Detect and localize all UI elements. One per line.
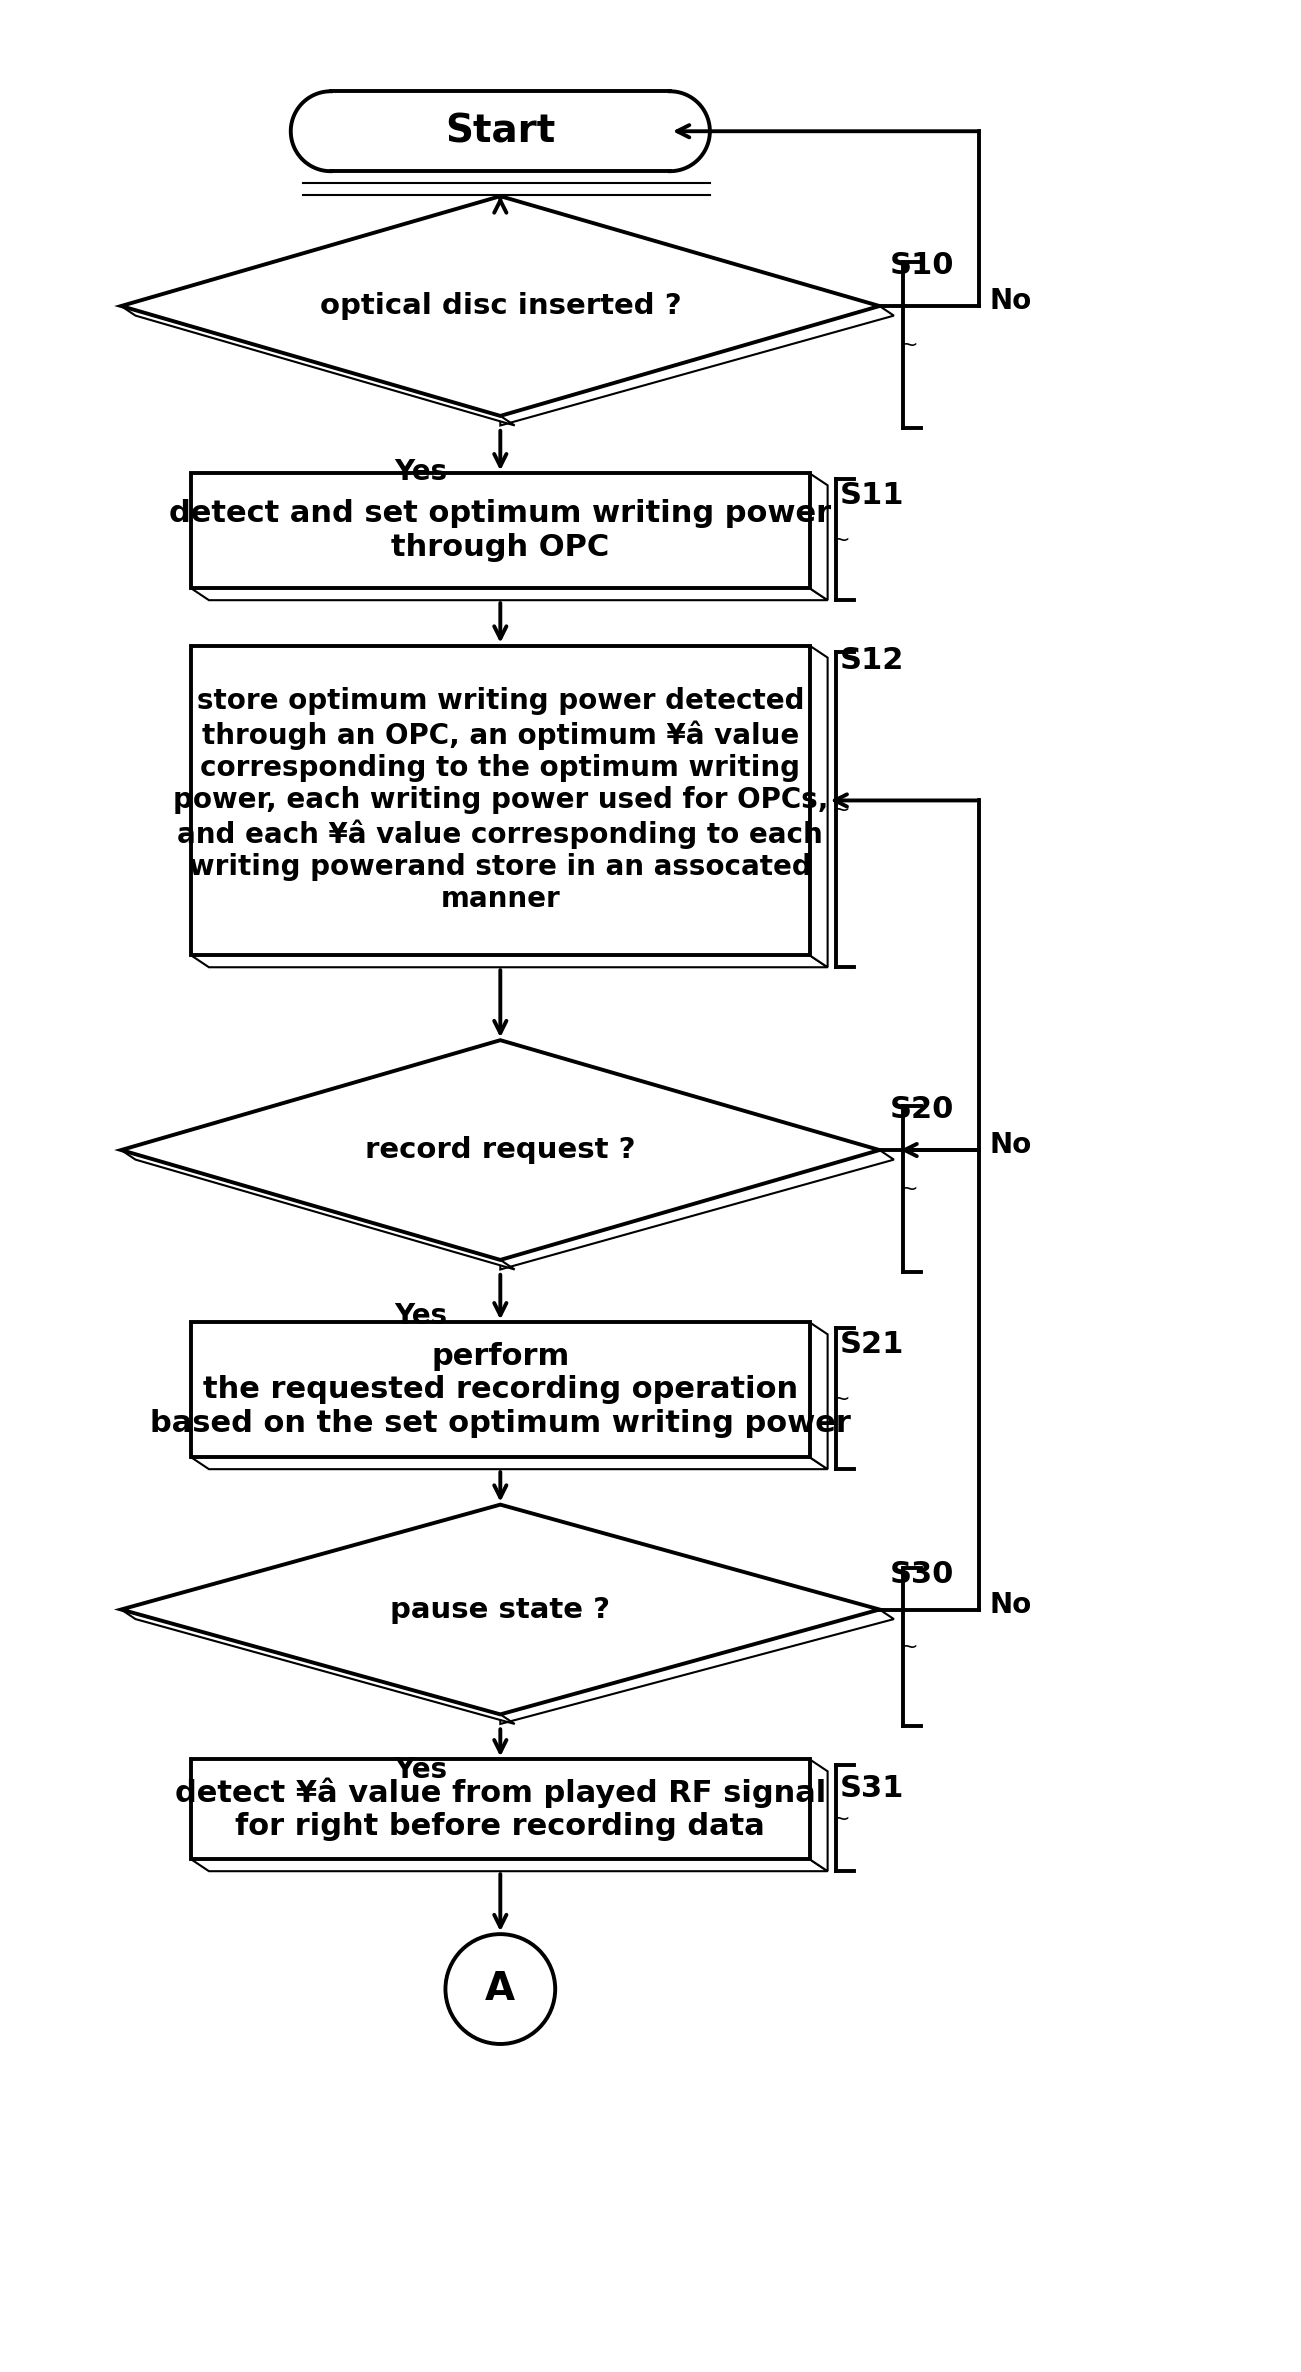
Text: S12: S12 <box>839 645 904 674</box>
Polygon shape <box>191 1321 809 1456</box>
Polygon shape <box>501 306 894 425</box>
Circle shape <box>445 1933 556 2045</box>
Polygon shape <box>809 1760 827 1872</box>
Text: ~: ~ <box>899 1179 917 1198</box>
Text: S31: S31 <box>839 1774 904 1803</box>
Text: ~: ~ <box>899 334 917 356</box>
Text: ~: ~ <box>831 1807 850 1829</box>
Text: Yes: Yes <box>394 1755 448 1784</box>
Polygon shape <box>121 1504 879 1715</box>
Text: ~: ~ <box>831 799 850 818</box>
Text: record request ?: record request ? <box>366 1136 636 1165</box>
Polygon shape <box>121 1150 515 1269</box>
Polygon shape <box>191 1860 827 1872</box>
Text: S30: S30 <box>890 1558 954 1589</box>
Polygon shape <box>191 1456 827 1468</box>
Polygon shape <box>670 90 710 171</box>
Text: ~: ~ <box>831 529 850 550</box>
Polygon shape <box>191 474 809 588</box>
Polygon shape <box>809 1321 827 1468</box>
Text: detect and set optimum writing power
through OPC: detect and set optimum writing power thr… <box>169 500 831 562</box>
Text: A: A <box>485 1971 515 2009</box>
Text: detect ¥â value from played RF signal
for right before recording data: detect ¥â value from played RF signal fo… <box>174 1777 826 1841</box>
Text: ~: ~ <box>831 1388 850 1409</box>
Polygon shape <box>191 956 827 968</box>
Text: Start: Start <box>445 111 556 149</box>
Polygon shape <box>330 90 670 171</box>
Text: S21: S21 <box>839 1331 904 1359</box>
Text: ~: ~ <box>899 1637 917 1658</box>
Polygon shape <box>191 645 809 956</box>
Text: perform
the requested recording operation
based on the set optimum writing power: perform the requested recording operatio… <box>150 1343 851 1437</box>
Polygon shape <box>291 90 330 171</box>
Polygon shape <box>809 645 827 968</box>
Text: No: No <box>989 1592 1032 1618</box>
Text: store optimum writing power detected
through an OPC, an optimum ¥â value
corresp: store optimum writing power detected thr… <box>173 688 827 913</box>
Text: pause state ?: pause state ? <box>390 1596 610 1622</box>
Text: No: No <box>989 287 1032 315</box>
Polygon shape <box>121 1611 515 1724</box>
Polygon shape <box>191 588 827 600</box>
Polygon shape <box>121 197 879 415</box>
Text: optical disc inserted ?: optical disc inserted ? <box>320 292 682 320</box>
Polygon shape <box>501 1150 894 1269</box>
Polygon shape <box>121 1041 879 1260</box>
Text: S20: S20 <box>890 1096 954 1124</box>
Polygon shape <box>501 1611 894 1724</box>
Polygon shape <box>191 1760 809 1860</box>
Text: Yes: Yes <box>394 458 448 486</box>
Text: Yes: Yes <box>394 1302 448 1331</box>
Polygon shape <box>809 474 827 600</box>
Polygon shape <box>121 306 515 425</box>
Text: S11: S11 <box>839 482 904 510</box>
Text: No: No <box>989 1131 1032 1160</box>
Text: S10: S10 <box>890 251 954 280</box>
